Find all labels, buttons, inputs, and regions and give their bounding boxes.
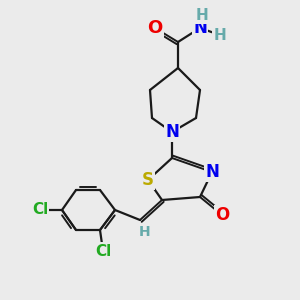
Text: Cl: Cl (32, 202, 48, 217)
Text: H: H (214, 28, 226, 43)
Text: H: H (139, 225, 151, 239)
Text: N: N (165, 123, 179, 141)
Text: N: N (193, 19, 207, 37)
Text: H: H (196, 8, 208, 22)
Text: N: N (205, 163, 219, 181)
Text: S: S (142, 171, 154, 189)
Text: Cl: Cl (95, 244, 111, 259)
Text: O: O (215, 206, 229, 224)
Text: O: O (147, 19, 163, 37)
